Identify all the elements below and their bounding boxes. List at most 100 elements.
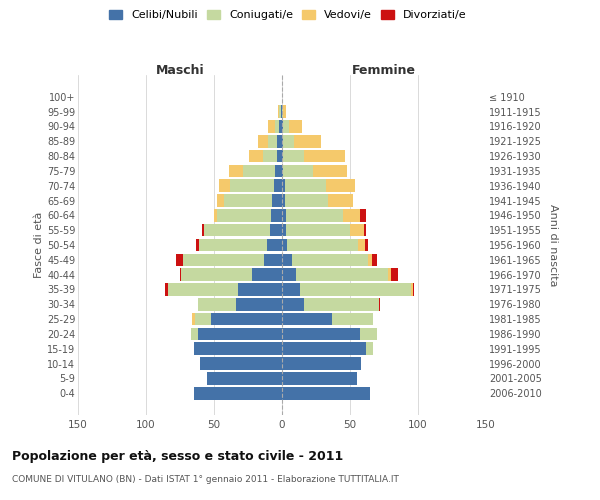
- Bar: [313, 164, 347, 177]
- Bar: [192, 313, 195, 326]
- Bar: [282, 254, 292, 266]
- Bar: [279, 120, 282, 132]
- Bar: [283, 164, 313, 177]
- Bar: [304, 298, 379, 310]
- Bar: [289, 120, 302, 132]
- Bar: [220, 180, 230, 192]
- Bar: [236, 298, 282, 310]
- Bar: [194, 387, 282, 400]
- Bar: [391, 268, 398, 281]
- Bar: [250, 150, 263, 162]
- Bar: [413, 283, 414, 296]
- Bar: [272, 194, 282, 207]
- Bar: [230, 180, 274, 192]
- Bar: [282, 150, 283, 162]
- Bar: [268, 120, 275, 132]
- Text: Femmine: Femmine: [352, 64, 416, 78]
- Bar: [304, 150, 344, 162]
- Bar: [368, 254, 372, 266]
- Bar: [282, 313, 332, 326]
- Bar: [282, 387, 370, 400]
- Bar: [282, 283, 299, 296]
- Bar: [299, 283, 411, 296]
- Text: COMUNE DI VITULANO (BN) - Dati ISTAT 1° gennaio 2011 - Elaborazione TUTTITALIA.I: COMUNE DI VITULANO (BN) - Dati ISTAT 1° …: [12, 475, 399, 484]
- Bar: [211, 313, 282, 326]
- Bar: [328, 194, 353, 207]
- Bar: [270, 224, 282, 236]
- Bar: [197, 298, 236, 310]
- Bar: [275, 164, 282, 177]
- Bar: [263, 150, 277, 162]
- Bar: [283, 106, 286, 118]
- Bar: [372, 254, 377, 266]
- Bar: [283, 120, 289, 132]
- Bar: [282, 298, 304, 310]
- Bar: [282, 120, 283, 132]
- Bar: [197, 328, 282, 340]
- Bar: [364, 224, 367, 236]
- Bar: [191, 328, 197, 340]
- Bar: [205, 224, 270, 236]
- Text: Maschi: Maschi: [155, 64, 205, 78]
- Bar: [275, 120, 279, 132]
- Bar: [282, 358, 361, 370]
- Bar: [199, 238, 267, 252]
- Bar: [242, 164, 275, 177]
- Bar: [283, 135, 294, 147]
- Bar: [202, 224, 205, 236]
- Bar: [176, 254, 183, 266]
- Bar: [359, 328, 377, 340]
- Bar: [282, 342, 367, 355]
- Bar: [282, 224, 286, 236]
- Bar: [282, 180, 285, 192]
- Bar: [283, 150, 304, 162]
- Bar: [267, 238, 282, 252]
- Bar: [379, 298, 380, 310]
- Bar: [277, 135, 282, 147]
- Bar: [285, 194, 328, 207]
- Bar: [181, 268, 252, 281]
- Bar: [257, 135, 268, 147]
- Bar: [282, 164, 283, 177]
- Bar: [278, 106, 279, 118]
- Bar: [279, 106, 281, 118]
- Bar: [350, 224, 364, 236]
- Bar: [214, 209, 217, 222]
- Bar: [282, 372, 357, 384]
- Bar: [195, 313, 211, 326]
- Bar: [252, 268, 282, 281]
- Bar: [282, 135, 283, 147]
- Bar: [286, 224, 350, 236]
- Bar: [388, 268, 391, 281]
- Bar: [286, 209, 343, 222]
- Bar: [224, 194, 272, 207]
- Bar: [358, 238, 365, 252]
- Bar: [294, 135, 322, 147]
- Bar: [229, 164, 242, 177]
- Y-axis label: Fasce di età: Fasce di età: [34, 212, 44, 278]
- Bar: [282, 106, 283, 118]
- Bar: [282, 209, 286, 222]
- Bar: [271, 209, 282, 222]
- Bar: [277, 150, 282, 162]
- Bar: [183, 254, 265, 266]
- Bar: [168, 283, 238, 296]
- Bar: [411, 283, 413, 296]
- Bar: [287, 238, 358, 252]
- Bar: [196, 238, 199, 252]
- Bar: [165, 283, 168, 296]
- Bar: [359, 209, 367, 222]
- Bar: [332, 313, 373, 326]
- Bar: [367, 342, 373, 355]
- Bar: [268, 135, 277, 147]
- Bar: [282, 194, 285, 207]
- Bar: [326, 180, 355, 192]
- Legend: Celibi/Nubili, Coniugati/e, Vedovi/e, Divorziati/e: Celibi/Nubili, Coniugati/e, Vedovi/e, Di…: [105, 6, 471, 25]
- Bar: [238, 283, 282, 296]
- Bar: [285, 180, 326, 192]
- Bar: [180, 268, 181, 281]
- Bar: [200, 358, 282, 370]
- Bar: [217, 209, 271, 222]
- Bar: [217, 194, 224, 207]
- Bar: [296, 268, 388, 281]
